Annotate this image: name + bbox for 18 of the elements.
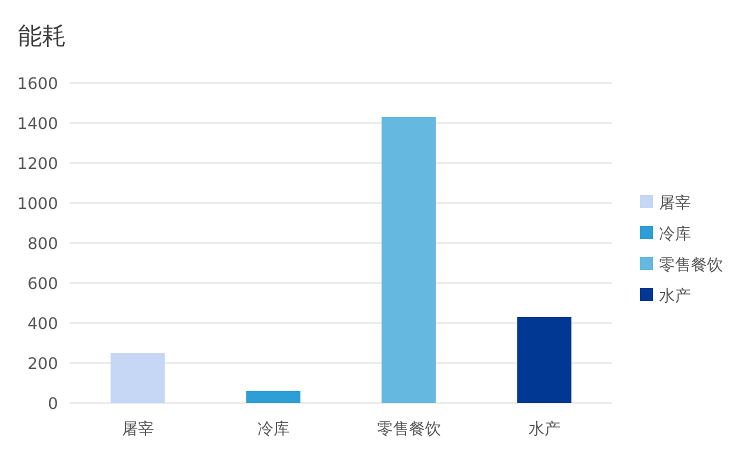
chart-title: 能耗 xyxy=(18,22,66,50)
y-tick-label: 800 xyxy=(27,234,58,253)
y-tick-label: 1400 xyxy=(17,114,58,133)
legend-label: 冷库 xyxy=(659,224,691,243)
x-tick-label: 水产 xyxy=(528,419,560,438)
x-tick-label: 冷库 xyxy=(257,419,290,438)
legend-label: 屠宰 xyxy=(659,193,691,212)
y-tick-label: 1200 xyxy=(17,154,58,173)
y-tick-label: 600 xyxy=(27,274,58,293)
legend-label: 水产 xyxy=(659,286,691,305)
y-tick-label: 200 xyxy=(27,354,58,373)
y-tick-label: 400 xyxy=(27,314,58,333)
y-tick-label: 1000 xyxy=(17,194,58,213)
x-tick-label: 屠宰 xyxy=(122,419,154,438)
legend-label: 零售餐饮 xyxy=(659,255,723,274)
y-tick-label: 0 xyxy=(48,394,58,413)
x-tick-label: 零售餐饮 xyxy=(376,419,441,438)
y-tick-label: 1600 xyxy=(17,74,58,93)
